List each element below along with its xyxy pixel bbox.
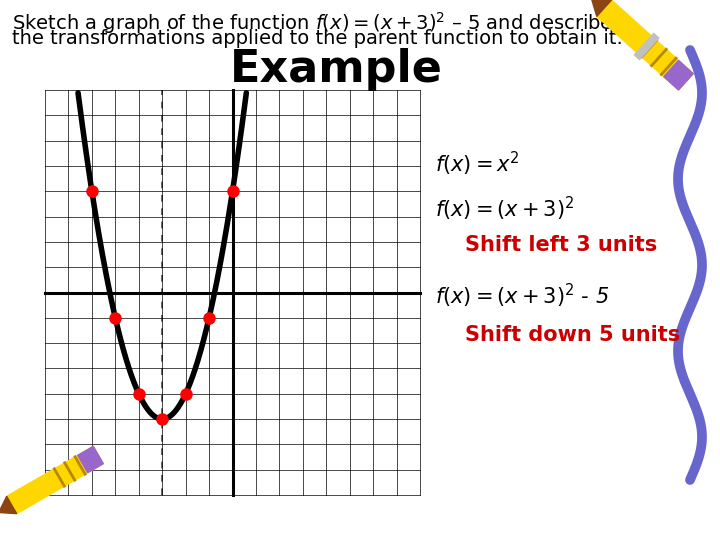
Text: Shift left 3 units: Shift left 3 units [465,235,657,255]
Polygon shape [6,447,103,514]
Polygon shape [590,0,611,16]
Polygon shape [597,0,693,90]
Text: Shift down 5 units: Shift down 5 units [465,325,680,345]
Text: $f(x) = (x + 3)^2$ - 5: $f(x) = (x + 3)^2$ - 5 [435,282,609,310]
Text: Example: Example [230,48,443,91]
Text: $f(x) = (x + 3)^2$: $f(x) = (x + 3)^2$ [435,195,575,223]
Text: $f(x) = x^2$: $f(x) = x^2$ [435,150,520,178]
Polygon shape [78,447,103,472]
Polygon shape [664,60,693,90]
Polygon shape [0,496,17,514]
Text: the transformations applied to the parent function to obtain it.: the transformations applied to the paren… [12,29,623,48]
Text: Sketch a graph of the function $f(x) = (x + 3)^2$ – 5 and describe: Sketch a graph of the function $f(x) = (… [12,10,613,36]
